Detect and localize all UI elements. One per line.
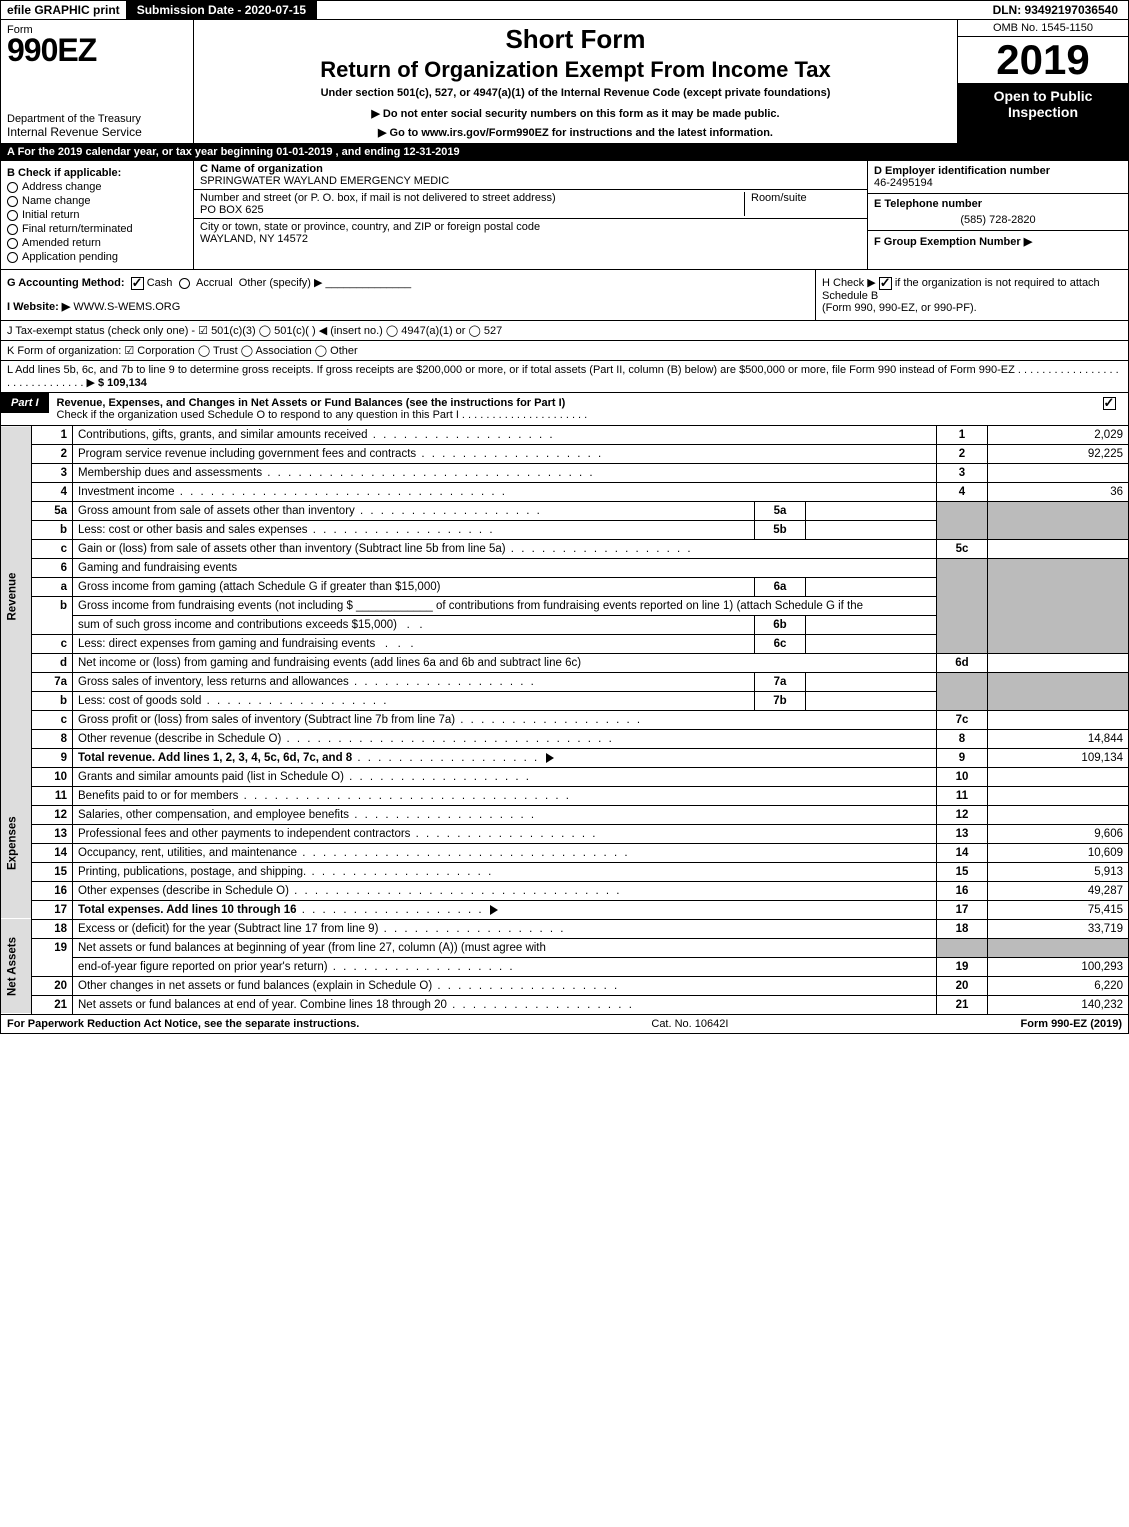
section-501-subtitle: Under section 501(c), 527, or 4947(a)(1)…	[204, 87, 947, 99]
C-city-label: City or town, state or province, country…	[200, 221, 861, 233]
row-4: 4 Investment income 4 36	[1, 482, 1129, 501]
return-title: Return of Organization Exempt From Incom…	[204, 57, 947, 83]
row-9: 9 Total revenue. Add lines 1, 2, 3, 4, 5…	[1, 748, 1129, 767]
row-11: 11 Benefits paid to or for members 11	[1, 786, 1129, 805]
arrow-icon	[490, 905, 498, 915]
row-17: 17 Total expenses. Add lines 10 through …	[1, 900, 1129, 919]
part-1-label: Part I	[1, 393, 49, 413]
arrow-icon	[546, 753, 554, 763]
tax-period: A For the 2019 calendar year, or tax yea…	[0, 144, 1129, 161]
org-address: PO BOX 625	[200, 204, 744, 216]
F-label: F Group Exemption Number ▶	[874, 235, 1122, 248]
row-15: 15 Printing, publications, postage, and …	[1, 862, 1129, 881]
org-city: WAYLAND, NY 14572	[200, 233, 861, 245]
efile-label[interactable]: efile GRAPHIC print	[1, 1, 127, 19]
tax-year: 2019	[958, 37, 1128, 84]
G-accounting: G Accounting Method: Cash Accrual Other …	[7, 276, 809, 290]
room-suite-label: Room/suite	[744, 192, 861, 216]
ein-value: 46-2495194	[874, 177, 1122, 189]
form-header: Form 990EZ Department of the Treasury In…	[0, 20, 1129, 144]
row-8: 8 Other revenue (describe in Schedule O)…	[1, 729, 1129, 748]
ssn-warning: ▶ Do not enter social security numbers o…	[204, 107, 947, 120]
K-form-of-org: K Form of organization: ☑ Corporation ◯ …	[0, 341, 1129, 361]
omb-number: OMB No. 1545-1150	[958, 20, 1128, 37]
C-name-label: C Name of organization	[200, 163, 861, 175]
paperwork-notice: For Paperwork Reduction Act Notice, see …	[7, 1018, 359, 1030]
part-1-header: Part I Revenue, Expenses, and Changes in…	[0, 393, 1129, 426]
row-6d: d Net income or (loss) from gaming and f…	[1, 653, 1129, 672]
part-1-table: Revenue 1 Contributions, gifts, grants, …	[0, 426, 1129, 1015]
side-revenue: Revenue	[1, 426, 32, 768]
D-label: D Employer identification number	[874, 165, 1122, 177]
row-5a: 5a Gross amount from sale of assets othe…	[1, 501, 1129, 520]
part-1-subtitle: Check if the organization used Schedule …	[57, 409, 588, 421]
chk-accrual[interactable]	[179, 278, 190, 289]
side-net-assets: Net Assets	[1, 919, 32, 1014]
entity-section: B Check if applicable: Address change Na…	[0, 161, 1129, 270]
row-7a: 7a Gross sales of inventory, less return…	[1, 672, 1129, 691]
website-link[interactable]: WWW.S-WEMS.ORG	[73, 301, 180, 313]
B-title: B Check if applicable:	[7, 167, 187, 179]
L-gross-receipts: L Add lines 5b, 6c, and 7b to line 9 to …	[0, 361, 1129, 393]
row-7c: c Gross profit or (loss) from sales of i…	[1, 710, 1129, 729]
row-20: 20 Other changes in net assets or fund b…	[1, 976, 1129, 995]
I-website: I Website: ▶ WWW.S-WEMS.ORG	[7, 300, 809, 313]
side-expenses: Expenses	[1, 767, 32, 919]
short-form-title: Short Form	[204, 24, 947, 55]
row-1: Revenue 1 Contributions, gifts, grants, …	[1, 426, 1129, 445]
row-12: 12 Salaries, other compensation, and emp…	[1, 805, 1129, 824]
irs-link[interactable]: www.irs.gov/Form990EZ	[421, 127, 548, 139]
chk-application-pending[interactable]: Application pending	[7, 251, 187, 263]
chk-name-change[interactable]: Name change	[7, 195, 187, 207]
chk-cash[interactable]	[131, 277, 144, 290]
org-name: SPRINGWATER WAYLAND EMERGENCY MEDIC	[200, 175, 861, 187]
chk-no-schedule-b[interactable]	[879, 277, 892, 290]
row-19a: 19 Net assets or fund balances at beginn…	[1, 938, 1129, 957]
dept-treasury: Department of the Treasury	[7, 113, 187, 125]
goto-instructions: ▶ Go to www.irs.gov/Form990EZ for instru…	[204, 126, 947, 139]
chk-amended-return[interactable]: Amended return	[7, 237, 187, 249]
top-bar: efile GRAPHIC print Submission Date - 20…	[0, 0, 1129, 20]
row-19b: end-of-year figure reported on prior yea…	[1, 957, 1129, 976]
row-21: 21 Net assets or fund balances at end of…	[1, 995, 1129, 1014]
row-16: 16 Other expenses (describe in Schedule …	[1, 881, 1129, 900]
section-B: B Check if applicable: Address change Na…	[1, 161, 194, 269]
chk-schedule-o[interactable]	[1103, 397, 1116, 410]
cat-no: Cat. No. 10642I	[359, 1018, 1020, 1030]
chk-initial-return[interactable]: Initial return	[7, 209, 187, 221]
page-footer: For Paperwork Reduction Act Notice, see …	[0, 1015, 1129, 1034]
row-13: 13 Professional fees and other payments …	[1, 824, 1129, 843]
row-10: Expenses 10 Grants and similar amounts p…	[1, 767, 1129, 786]
telephone-value: (585) 728-2820	[874, 210, 1122, 226]
section-GH: G Accounting Method: Cash Accrual Other …	[0, 270, 1129, 321]
row-5c: c Gain or (loss) from sale of assets oth…	[1, 539, 1129, 558]
chk-address-change[interactable]: Address change	[7, 181, 187, 193]
row-18: Net Assets 18 Excess or (deficit) for th…	[1, 919, 1129, 938]
chk-final-return[interactable]: Final return/terminated	[7, 223, 187, 235]
row-3: 3 Membership dues and assessments 3	[1, 463, 1129, 482]
public-inspection: Open to Public Inspection	[958, 84, 1128, 143]
H-schedule-b: H Check ▶ if the organization is not req…	[815, 270, 1128, 320]
section-DEF: D Employer identification number 46-2495…	[867, 161, 1128, 269]
row-6: 6 Gaming and fundraising events	[1, 558, 1129, 577]
C-addr-label: Number and street (or P. O. box, if mail…	[200, 192, 744, 204]
E-label: E Telephone number	[874, 198, 1122, 210]
section-C: C Name of organization SPRINGWATER WAYLA…	[194, 161, 867, 269]
row-14: 14 Occupancy, rent, utilities, and maint…	[1, 843, 1129, 862]
part-1-title: Revenue, Expenses, and Changes in Net As…	[57, 397, 566, 409]
irs-label: Internal Revenue Service	[7, 125, 187, 139]
form-code: 990EZ	[7, 32, 187, 69]
J-tax-exempt: J Tax-exempt status (check only one) - ☑…	[0, 321, 1129, 341]
form-footer-id: Form 990-EZ (2019)	[1021, 1018, 1122, 1030]
submission-date: Submission Date - 2020-07-15	[127, 1, 317, 19]
dln: DLN: 93492197036540	[983, 1, 1128, 19]
row-2: 2 Program service revenue including gove…	[1, 444, 1129, 463]
